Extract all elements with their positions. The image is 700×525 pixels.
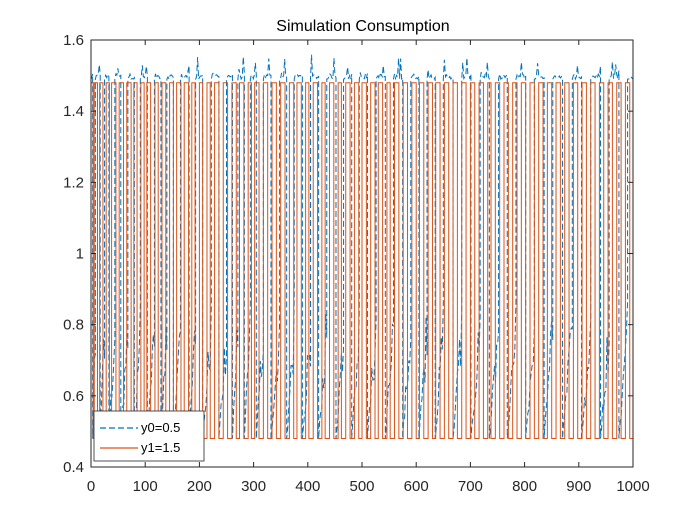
plot-content	[90, 54, 634, 440]
x-tick-label: 300	[241, 478, 266, 495]
y-tick-label: 0.8	[63, 317, 84, 334]
y-axis: 0.4 0.6 0.8 1 1.2 1.4 1.6	[63, 32, 633, 476]
y-tick-label: 0.6	[63, 388, 84, 405]
x-tick-label: 500	[349, 478, 374, 495]
x-tick-label: 800	[512, 478, 537, 495]
x-tick-label: 700	[458, 478, 483, 495]
legend-label-series-0: y0=0.5	[141, 420, 180, 435]
y-tick-label: 1	[76, 246, 84, 263]
legend: y0=0.5 y1=1.5	[93, 410, 205, 462]
y-tick-label: 1.6	[63, 32, 84, 49]
x-tick-label: 200	[187, 478, 212, 495]
legend-box	[93, 410, 205, 462]
series-line-0	[90, 54, 634, 439]
x-axis: 0 100 200 300 400 500 600 700 800 900 1000	[87, 40, 650, 495]
series-line-1	[91, 82, 633, 440]
x-tick-label: 600	[404, 478, 429, 495]
y-tick-label: 1.2	[63, 174, 84, 191]
x-tick-label: 0	[87, 478, 95, 495]
x-tick-label: 900	[566, 478, 591, 495]
y-tick-label: 1.4	[63, 103, 84, 120]
y-tick-label: 0.4	[63, 459, 84, 476]
x-tick-label: 1000	[616, 478, 649, 495]
chart-title: Simulation Consumption	[276, 18, 449, 35]
x-tick-label: 400	[295, 478, 320, 495]
x-tick-label: 100	[133, 478, 158, 495]
legend-label-series-1: y1=1.5	[141, 440, 180, 455]
